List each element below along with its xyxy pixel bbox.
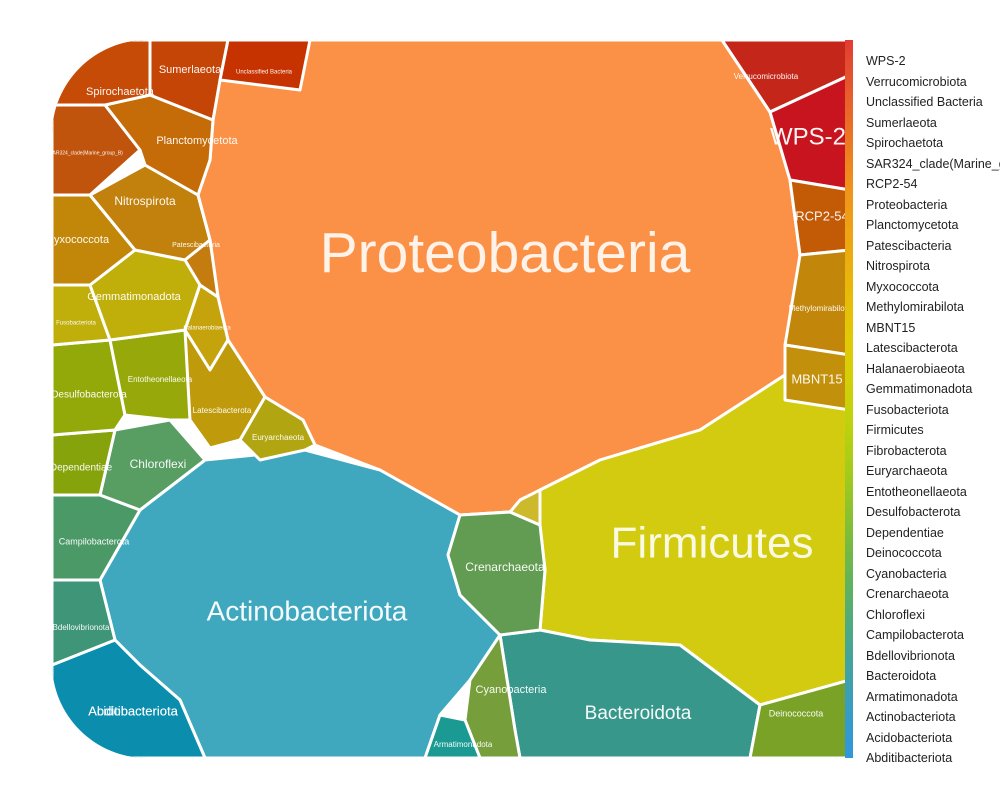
cell-verrucomicrobiota	[720, 40, 850, 114]
legend-item-cyanobacteria: Cyanobacteria	[866, 566, 947, 581]
legend-item-mbnt15: MBNT15	[866, 320, 916, 335]
cell-label-patescibacteria: Patescibacteria	[172, 242, 220, 249]
cell-label-halanaerobiaeota: Halanaerobiaeota	[183, 326, 231, 332]
legend-item-abditibacteriota: Abditibacteriota	[866, 751, 953, 765]
cell-label-mbnt15: MBNT15	[791, 371, 842, 386]
legend-item-proteobacteria: Proteobacteria	[866, 197, 948, 212]
cell-label-proteobacteria: Proteobacteria	[320, 221, 691, 285]
legend-item-sar324-clade-marine-group-b: SAR324_clade(Marine_group_B)	[866, 156, 1000, 171]
cell-unclassified-bacteria	[218, 40, 312, 92]
cell-label-methylomirabilota: Methylomirabilota	[789, 304, 850, 313]
cell-spirochaetota	[52, 40, 152, 107]
cell-label-latescibacterota: Latescibacterota	[193, 406, 252, 415]
legend-item-actinobacteriota: Actinobacteriota	[866, 710, 956, 724]
cell-label-rcp2-54: RCP2-54	[795, 208, 848, 223]
cell-fibrobacterota-small	[508, 488, 542, 527]
cell-label-entotheonellaeota: Entotheonellaeota	[128, 375, 193, 384]
cell-label-myxococcota: Myxococcota	[45, 234, 110, 246]
legend-item-fibrobacterota: Fibrobacterota	[866, 443, 947, 458]
legend-item-gemmatimonadota: Gemmatimonadota	[866, 382, 973, 396]
cell-label-chloroflexi: Chloroflexi	[130, 457, 187, 471]
cell-label-sar324-clade-marine-group-b: SAR324_clade(Marine_group_B)	[49, 150, 123, 156]
cell-label-bdellovibrionota: Bdellovibrionota	[53, 623, 110, 632]
legend-item-methylomirabilota: Methylomirabilota	[866, 300, 964, 314]
legend-item-patescibacteria: Patescibacteria	[866, 238, 952, 253]
legend-item-firmicutes: Firmicutes	[866, 423, 924, 437]
cell-label-crenarchaeota: Crenarchaeota	[465, 560, 545, 574]
cell-label-actinobacteriota: Actinobacteriota	[207, 595, 408, 626]
cell-patescibacteria	[183, 193, 220, 299]
cell-label-euryarchaeota: Euryarchaeota	[252, 433, 305, 442]
legend-item-wps-2: WPS-2	[866, 54, 906, 68]
legend-item-bacteroidota: Bacteroidota	[866, 669, 937, 683]
legend-item-armatimonadota: Armatimonadota	[866, 689, 958, 704]
legend-item-halanaerobiaeota: Halanaerobiaeota	[866, 361, 965, 376]
cell-label-desulfobacterota: Desulfobacterota	[51, 390, 127, 401]
cell-methylomirabilota	[783, 248, 850, 357]
legend-items: WPS-2 Verrucomicrobiota Unclassified Bacte…	[866, 51, 1000, 769]
cell-label-spirochaetota: Spirochaetota	[86, 86, 155, 98]
legend: WPS-2 Verrucomicrobiota Unclassified Bacte…	[845, 40, 1000, 770]
legend-item-chloroflexi: Chloroflexi	[866, 607, 926, 622]
cell-label-acidobacteriota: Acidobacteriota	[88, 703, 178, 718]
legend-color-bar	[845, 40, 853, 758]
cell-euryarchaeota	[238, 395, 317, 462]
cell-label-unclassified-bacteria: Unclassified Bacteria	[236, 70, 293, 76]
legend-item-bdellovibrionota: Bdellovibrionota	[866, 648, 955, 663]
cell-wps-2	[768, 73, 850, 192]
cells-layer	[52, 40, 850, 758]
legend-item-desulfobacterota: Desulfobacterota	[866, 505, 961, 519]
cell-mbnt15	[783, 343, 850, 412]
cell-label-gemmatimonadota: Gemmatimonadota	[87, 291, 181, 303]
cell-label-cyanobacteria: Cyanobacteria	[476, 684, 548, 696]
legend-item-rcp2-54: RCP2-54	[866, 177, 918, 191]
legend-item-unclassified-bacteria: Unclassified Bacteria	[866, 95, 983, 109]
cell-label-bacteroidota: Bacteroidota	[585, 703, 692, 724]
legend-item-latescibacterota: Latescibacterota	[866, 341, 958, 355]
cell-label-campilobacterota: Campilobacterota	[59, 536, 130, 546]
cell-labels: Proteobacteria Actinobacteriota Firmicutes…	[45, 64, 850, 749]
cell-deinococcota	[748, 678, 850, 758]
legend-item-euryarchaeota: Euryarchaeota	[866, 464, 948, 478]
legend-item-nitrospirota: Nitrospirota	[866, 259, 930, 273]
legend-item-myxococcota: Myxococcota	[866, 279, 939, 294]
cell-label-deinococcota: Deinococcota	[769, 708, 824, 718]
cell-label-wps-2: WPS-2	[770, 123, 846, 150]
labels-layer: Proteobacteria Actinobacteriota Firmicutes…	[45, 64, 850, 749]
legend-item-sumerlaeota: Sumerlaeota	[866, 115, 937, 130]
cell-label-firmicutes: Firmicutes	[611, 519, 814, 568]
cell-label-nitrospirota: Nitrospirota	[114, 194, 176, 208]
cell-label-fusobacteriota: Fusobacteriota	[56, 321, 96, 327]
legend-item-spirochaetota: Spirochaetota	[866, 136, 944, 150]
cell-label-planctomycetota: Planctomycetota	[156, 135, 238, 147]
cell-label-sumerlaeota: Sumerlaeota	[159, 64, 222, 76]
cell-rcp2-54	[788, 178, 850, 257]
cell-label-verrucomicrobiota: Verrucomicrobiota	[734, 72, 799, 81]
legend-item-acidobacteriota: Acidobacteriota	[866, 730, 953, 745]
legend-item-deinococcota: Deinococcota	[866, 546, 942, 560]
voronoi-treemap: Proteobacteria Actinobacteriota Firmicutes…	[45, 40, 850, 758]
cell-label-abditibacteriota: Abditibacteriota	[88, 703, 178, 718]
cell-sumerlaeota	[148, 40, 230, 122]
cell-label-dependentiae: Dependentiae	[50, 463, 113, 474]
cell-armatimonadota	[423, 713, 482, 758]
legend-item-entotheonellaeota: Entotheonellaeota	[866, 484, 967, 499]
legend-item-planctomycetota: Planctomycetota	[866, 218, 959, 232]
legend-item-fusobacteriota: Fusobacteriota	[866, 402, 949, 417]
legend-item-crenarchaeota: Crenarchaeota	[866, 587, 949, 601]
legend-item-dependentiae: Dependentiae	[866, 525, 944, 540]
legend-item-verrucomicrobiota: Verrucomicrobiota	[866, 74, 967, 89]
cell-label-armatimonadota: Armatimonadota	[434, 740, 493, 749]
legend-item-campilobacterota: Campilobacterota	[866, 628, 964, 642]
